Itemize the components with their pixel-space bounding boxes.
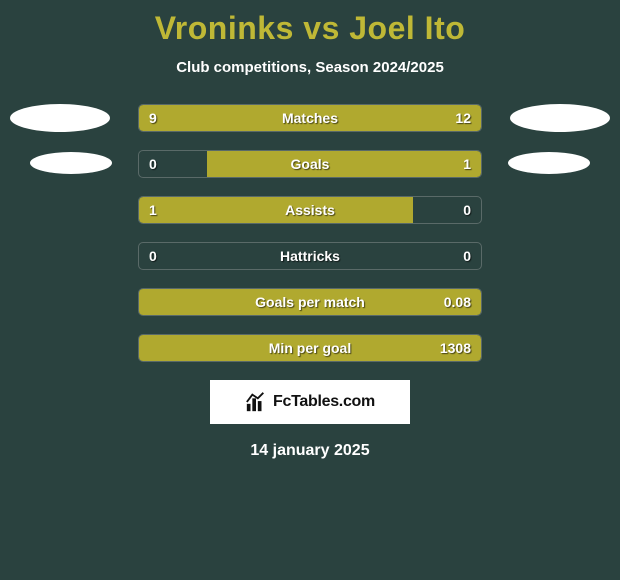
chart-icon — [245, 391, 267, 413]
fctables-logo[interactable]: FcTables.com — [210, 380, 410, 424]
date-label: 14 january 2025 — [0, 442, 620, 460]
bar-right-fill — [207, 151, 481, 177]
stat-value-right: 0 — [463, 202, 471, 218]
stat-value-right: 12 — [455, 110, 471, 126]
stat-value-right: 1 — [463, 156, 471, 172]
stat-label: Assists — [285, 202, 335, 218]
bar-rows-container: 9 12 Matches 0 1 Goals 1 0 Assists 0 0 Hattricks 0.0… — [138, 104, 482, 362]
bar-left-fill — [139, 105, 276, 131]
logo-text: FcTables.com — [273, 393, 375, 411]
player-left-avatar — [10, 104, 110, 132]
stat-value-right: 0.08 — [444, 294, 471, 310]
stat-label: Min per goal — [269, 340, 351, 356]
stat-label: Goals per match — [255, 294, 365, 310]
player-right-avatar-shadow — [508, 152, 590, 174]
stat-value-right: 1308 — [440, 340, 471, 356]
stat-value-left: 9 — [149, 110, 157, 126]
stat-label: Goals — [291, 156, 330, 172]
stat-row: 1308 Min per goal — [138, 334, 482, 362]
stat-row: 9 12 Matches — [138, 104, 482, 132]
stat-value-left: 1 — [149, 202, 157, 218]
stat-value-right: 0 — [463, 248, 471, 264]
stat-row: 0 1 Goals — [138, 150, 482, 178]
stat-value-left: 0 — [149, 156, 157, 172]
bar-left-fill — [139, 197, 413, 223]
stat-row: 1 0 Assists — [138, 196, 482, 224]
subtitle: Club competitions, Season 2024/2025 — [0, 59, 620, 76]
page-title: Vroninks vs Joel Ito — [0, 0, 620, 47]
stat-label: Hattricks — [280, 248, 340, 264]
comparison-chart: 9 12 Matches 0 1 Goals 1 0 Assists 0 0 Hattricks 0.0… — [0, 104, 620, 362]
stat-value-left: 0 — [149, 248, 157, 264]
player-left-avatar-shadow — [30, 152, 112, 174]
stat-row: 0.08 Goals per match — [138, 288, 482, 316]
stat-row: 0 0 Hattricks — [138, 242, 482, 270]
player-right-avatar — [510, 104, 610, 132]
stat-label: Matches — [282, 110, 338, 126]
